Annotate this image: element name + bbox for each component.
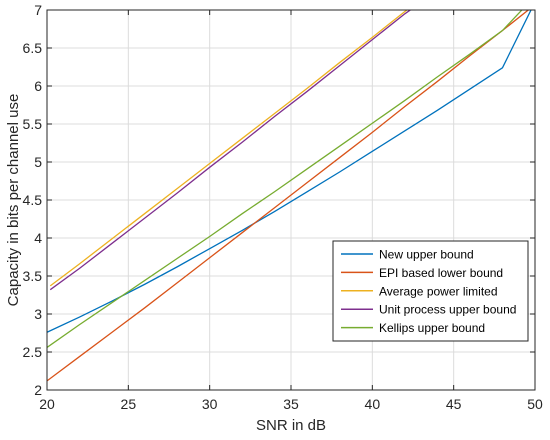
y-tick-label: 3.5	[23, 268, 43, 284]
legend: New upper bound EPI based lower bound Aver…	[332, 240, 529, 342]
y-tick-label: 2.5	[23, 344, 43, 360]
x-tick-label: 40	[365, 396, 381, 412]
series-lines	[47, 10, 532, 382]
x-tick-label: 35	[283, 396, 299, 412]
y-tick-label: 5.5	[23, 116, 43, 132]
series-line-1	[47, 10, 532, 333]
x-tick-label: 45	[446, 396, 462, 412]
y-tick-label: 4.5	[23, 192, 43, 208]
y-tick-label: 7	[34, 2, 42, 18]
x-axis-label: SNR in dB	[256, 417, 326, 434]
legend-label-5: Kellips upper bound	[379, 321, 485, 335]
y-tick-label: 3	[34, 306, 42, 322]
x-tick-label: 20	[39, 396, 55, 412]
legend-label-1: New upper bound	[379, 248, 474, 262]
y-tick-label: 6.5	[23, 40, 43, 56]
series-line-5	[47, 10, 523, 348]
legend-label-4: Unit process upper bound	[379, 303, 516, 317]
y-tick-label: 6	[34, 78, 42, 94]
y-tick-label: 2	[34, 382, 42, 398]
y-tick-label: 4	[34, 230, 42, 246]
x-tick-label: 50	[527, 396, 543, 412]
legend-label-2: EPI based lower bound	[379, 266, 503, 280]
series-line-2	[47, 10, 530, 382]
series-line-3	[49, 10, 409, 287]
legend-label-3: Average power limited	[379, 284, 498, 298]
x-tick-label: 25	[121, 396, 137, 412]
y-tick-label: 5	[34, 154, 42, 170]
axis-ticks: 20 25 30 35 40 45 50 2 2.5 3 3.5 4 4.5 5 5.5 6 6.5 7	[23, 2, 543, 412]
y-axis-label: Capacity in bits per channel use	[5, 94, 22, 307]
series-line-4	[49, 10, 412, 291]
x-tick-label: 30	[202, 396, 218, 412]
